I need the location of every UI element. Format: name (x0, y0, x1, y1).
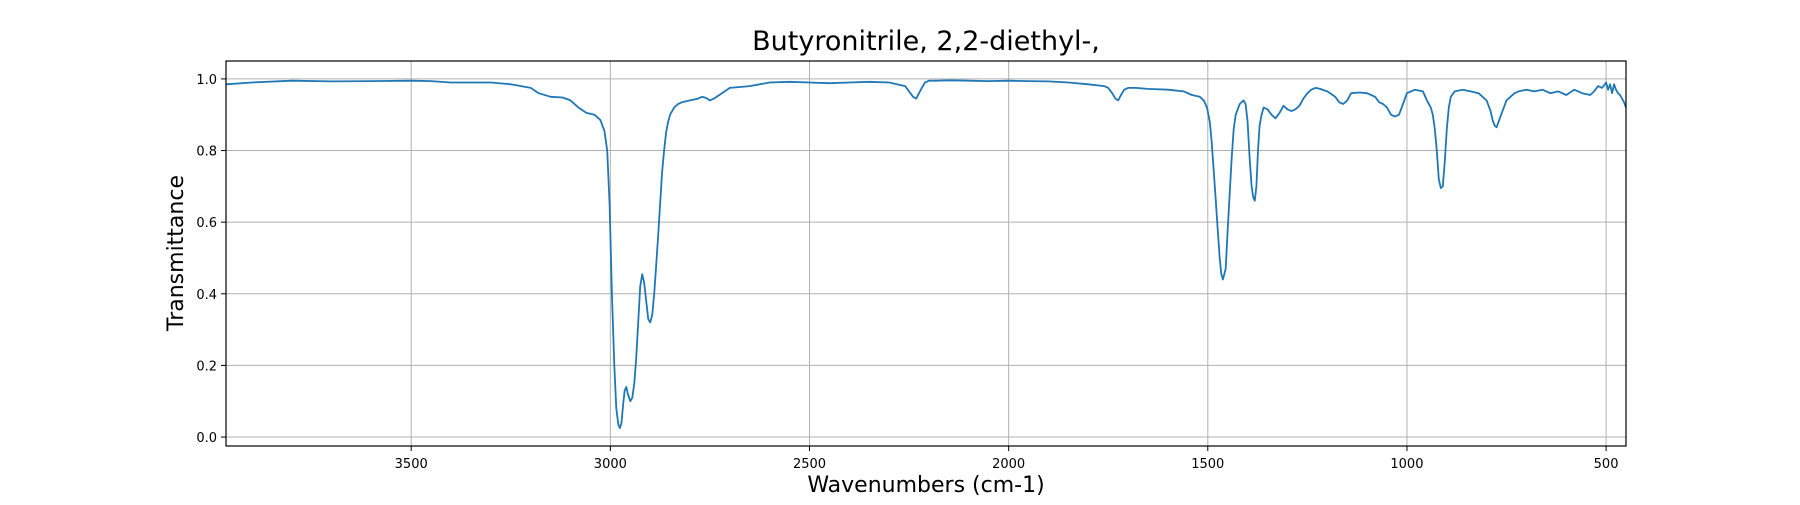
y-tick-label: 0.8 (196, 145, 217, 160)
x-tick-label: 1500 (1191, 457, 1224, 472)
y-tick-label: 0.6 (196, 216, 217, 231)
y-tick-label: 0.4 (196, 288, 217, 303)
spectrum-line (225, 79, 1627, 430)
y-tick-label: 1.0 (196, 73, 217, 88)
grid (226, 61, 1626, 446)
x-tick-label: 1000 (1390, 457, 1423, 472)
chart-title: Butyronitrile, 2,2-diethyl-, (752, 26, 1100, 57)
x-tick-label: 2500 (793, 457, 826, 472)
y-axis: 0.0 0.2 0.4 0.6 0.8 1.0 (196, 73, 226, 446)
x-tick-label: 3500 (395, 457, 428, 472)
x-tick-label: 2000 (992, 457, 1025, 472)
y-tick-label: 0.2 (196, 359, 217, 374)
x-tick-label: 500 (1594, 457, 1619, 472)
y-tick-label: 0.0 (196, 431, 217, 446)
y-axis-label: Transmittance (164, 175, 189, 332)
spectrum-plot (225, 79, 1627, 430)
x-axis-label: Wavenumbers (cm-1) (807, 473, 1044, 498)
x-tick-label: 3000 (594, 457, 627, 472)
x-axis: 3500 3000 2500 2000 1500 1000 500 (395, 446, 1619, 472)
plot-frame (225, 60, 1627, 447)
